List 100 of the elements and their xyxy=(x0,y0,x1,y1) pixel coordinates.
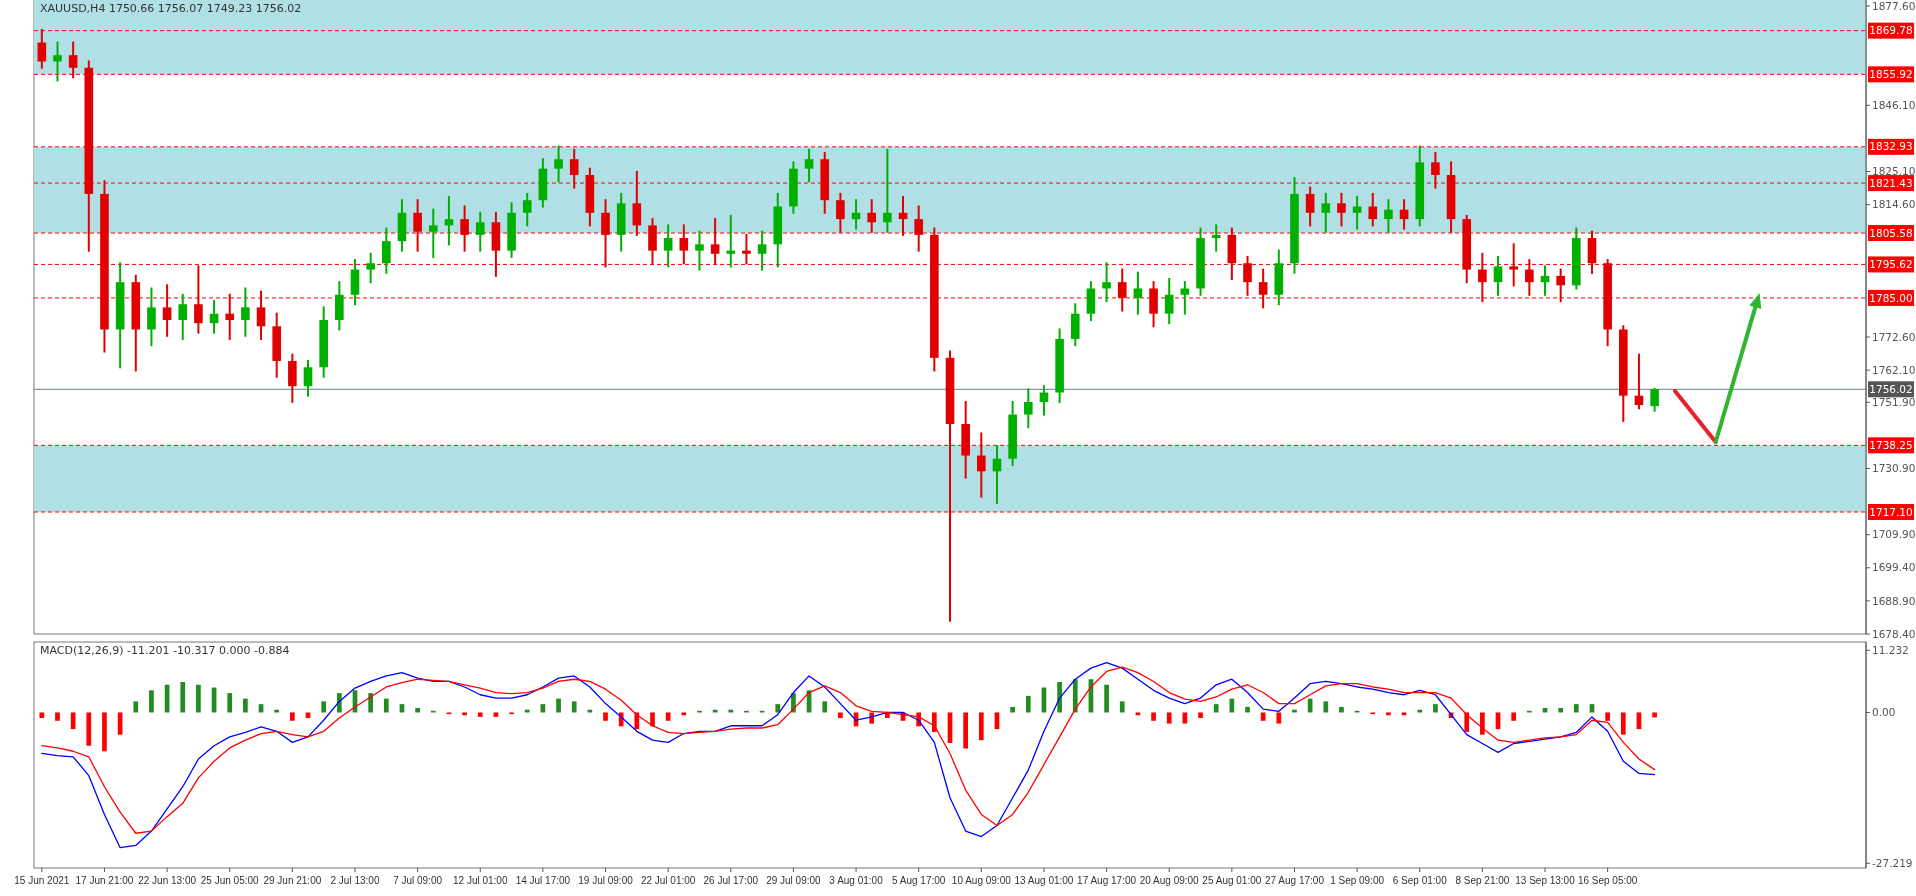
x-tick-label: 8 Sep 21:00 xyxy=(1455,875,1510,886)
bar xyxy=(1620,712,1626,735)
bar xyxy=(1151,712,1156,721)
bar xyxy=(978,712,984,741)
bar xyxy=(571,701,577,713)
y-tick-label: 0.00 xyxy=(1872,706,1896,719)
bar xyxy=(1323,701,1329,713)
x-tick-label: 22 Jun 13:00 xyxy=(138,875,197,886)
x-tick-label: 3 Aug 01:00 xyxy=(829,875,884,886)
bar xyxy=(1652,712,1657,718)
x-tick-label: 29 Jun 21:00 xyxy=(263,875,322,886)
ref-line-label: 1832.93 xyxy=(1869,140,1913,153)
x-tick-label: 5 Aug 17:00 xyxy=(891,875,946,886)
bar xyxy=(1182,712,1188,724)
ref-line-label: 1785.00 xyxy=(1869,291,1913,304)
x-tick-label: 15 Jun 2021 xyxy=(14,875,70,886)
x-tick-label: 17 Jun 21:00 xyxy=(75,875,134,886)
y-tick-label: 1762.10 xyxy=(1872,363,1916,376)
x-tick-label: 22 Jul 01:00 xyxy=(640,875,696,886)
candlestick xyxy=(428,208,438,258)
bar xyxy=(1198,712,1203,719)
y-tick-label: 1709.90 xyxy=(1872,528,1916,541)
bar xyxy=(650,712,655,727)
x-tick-label: 19 Jul 09:00 xyxy=(578,875,634,886)
bar xyxy=(1010,706,1015,713)
bar xyxy=(290,712,295,721)
bar xyxy=(1245,706,1250,713)
y-tick-label: 1846.10 xyxy=(1872,98,1916,111)
bar xyxy=(321,701,327,713)
bar xyxy=(1104,684,1109,713)
bar xyxy=(1480,712,1485,735)
bar xyxy=(931,712,937,732)
ref-line-label: 1805.58 xyxy=(1869,226,1913,239)
bar xyxy=(227,693,233,713)
bar xyxy=(1025,695,1031,713)
bar xyxy=(305,712,311,719)
bar xyxy=(477,712,483,717)
bar xyxy=(665,712,671,721)
bar xyxy=(963,712,969,749)
bar xyxy=(1511,712,1517,721)
ref-line-label: 1795.62 xyxy=(1869,258,1913,271)
bar xyxy=(1605,712,1610,721)
x-tick-label: 17 Aug 17:00 xyxy=(1077,875,1137,886)
chart-title: XAUUSD,H4 1750.66 1756.07 1749.23 1756.02 xyxy=(40,2,302,15)
bar xyxy=(336,693,342,713)
y-tick-label: 1688.90 xyxy=(1872,594,1916,607)
ref-line-label: 1869.78 xyxy=(1869,24,1913,37)
bar xyxy=(1166,712,1172,724)
bar xyxy=(1135,712,1141,716)
bar xyxy=(1339,706,1344,713)
bar xyxy=(1229,698,1235,713)
bar xyxy=(368,693,373,713)
x-tick-label: 1 Sep 09:00 xyxy=(1330,875,1385,886)
x-tick-label: 27 Aug 17:00 xyxy=(1265,875,1325,886)
y-tick-label: 1730.90 xyxy=(1872,462,1916,475)
bar xyxy=(681,712,687,716)
x-tick-label: 25 Jun 05:00 xyxy=(200,875,260,886)
bar xyxy=(1119,701,1125,713)
bar xyxy=(196,684,201,713)
y-tick-label: 1751.90 xyxy=(1872,395,1916,408)
y-tick-label: 1877.60 xyxy=(1872,0,1916,12)
bar xyxy=(1386,712,1391,716)
y-tick-label: 1825.10 xyxy=(1872,165,1916,178)
bar xyxy=(1276,712,1282,724)
bar xyxy=(86,712,92,746)
y-tick-label: -27.219 xyxy=(1872,856,1913,869)
x-tick-label: 16 Sep 05:00 xyxy=(1577,875,1638,886)
bar xyxy=(1464,712,1470,732)
bar xyxy=(1057,682,1062,713)
x-tick-label: 2 Jul 13:00 xyxy=(330,875,380,886)
ref-line-label: 1756.02 xyxy=(1869,382,1913,395)
x-tick-label: 7 Jul 09:00 xyxy=(393,875,443,886)
x-tick-label: 6 Sep 01:00 xyxy=(1392,875,1448,886)
x-tick-label: 29 Jul 09:00 xyxy=(766,875,822,886)
bar xyxy=(1558,708,1564,713)
bar xyxy=(1213,704,1219,713)
x-tick-label: 26 Jul 17:00 xyxy=(703,875,759,886)
bar xyxy=(55,712,60,721)
y-tick-label: 1814.60 xyxy=(1872,198,1916,211)
ref-line-label: 1855.92 xyxy=(1869,68,1913,81)
bar xyxy=(1401,712,1407,716)
x-tick-label: 13 Aug 01:00 xyxy=(1014,875,1074,886)
bar xyxy=(102,712,107,752)
bar xyxy=(462,712,467,716)
bar xyxy=(634,712,640,730)
candlestick xyxy=(695,230,704,271)
bar xyxy=(775,704,781,713)
bar xyxy=(1433,704,1438,713)
bar xyxy=(885,712,890,719)
bar xyxy=(180,682,186,713)
ref-line-label: 1717.10 xyxy=(1869,505,1913,518)
bar xyxy=(133,701,139,713)
bar xyxy=(1573,704,1579,713)
y-tick-label: 1699.40 xyxy=(1872,561,1916,574)
y-tick-label: 1678.40 xyxy=(1872,627,1916,640)
bar xyxy=(1260,712,1266,721)
y-tick-label: 11.232 xyxy=(1872,643,1909,656)
bar xyxy=(822,701,828,713)
ref-line-label: 1738.25 xyxy=(1869,438,1913,451)
bar xyxy=(838,712,843,719)
